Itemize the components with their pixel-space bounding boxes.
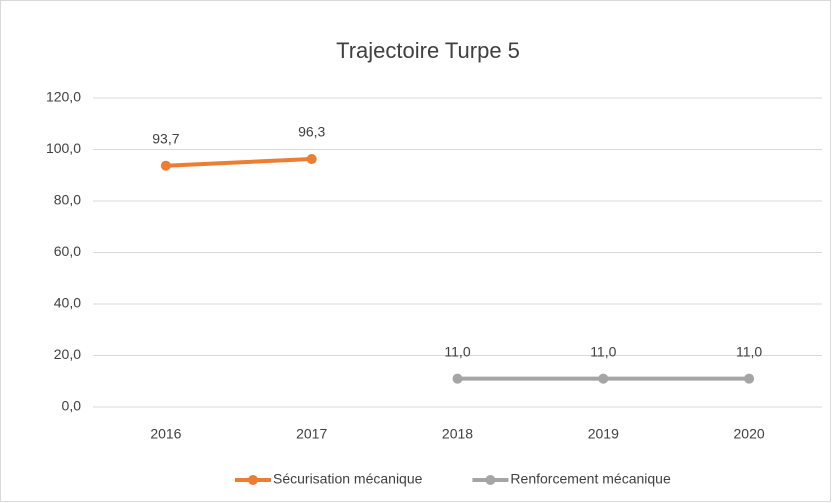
legend-marker xyxy=(485,475,496,485)
y-tick-label: 0,0 xyxy=(62,398,82,414)
marker xyxy=(306,154,317,165)
x-tick-label: 2016 xyxy=(150,426,181,442)
marker xyxy=(160,160,171,171)
marker xyxy=(744,373,755,384)
legend-label: Renforcement mécanique xyxy=(510,471,671,487)
y-tick-label: 20,0 xyxy=(54,346,81,362)
data-label: 11,0 xyxy=(736,343,762,359)
x-tick-label: 2019 xyxy=(588,426,619,442)
x-tick-label: 2020 xyxy=(734,426,765,442)
x-tick-label: 2018 xyxy=(442,426,473,442)
data-label: 93,7 xyxy=(152,130,179,146)
x-tick-label: 2017 xyxy=(296,426,327,442)
marker xyxy=(598,373,609,384)
legend-label: Sécurisation mécanique xyxy=(273,471,423,487)
y-tick-label: 100,0 xyxy=(46,140,81,156)
chart-title: Trajectoire Turpe 5 xyxy=(336,38,520,63)
y-tick-label: 60,0 xyxy=(54,243,81,259)
data-label: 96,3 xyxy=(298,124,325,140)
y-tick-label: 80,0 xyxy=(54,192,81,208)
y-tick-label: 40,0 xyxy=(54,295,81,311)
y-tick-label: 120,0 xyxy=(46,89,81,105)
data-label: 11,0 xyxy=(590,343,616,359)
series-line xyxy=(163,157,314,168)
data-label: 11,0 xyxy=(444,343,470,359)
marker xyxy=(452,373,463,384)
legend-marker xyxy=(248,475,258,485)
